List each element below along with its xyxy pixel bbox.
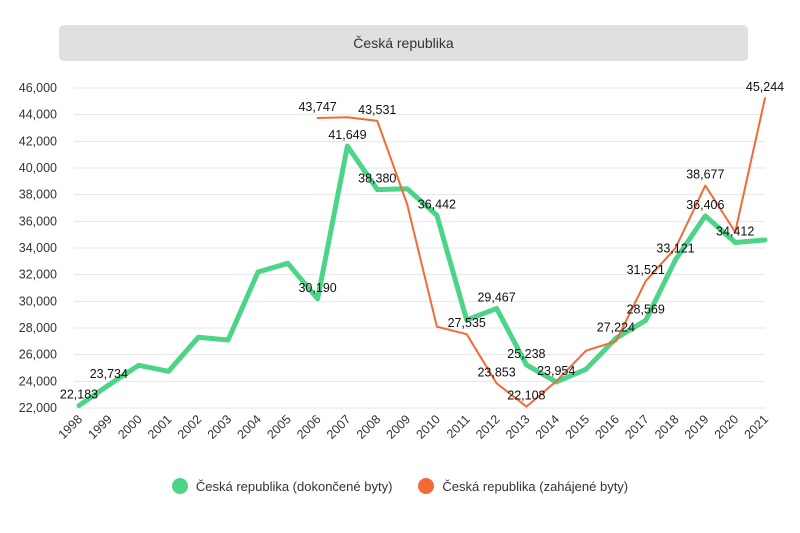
series-line-completed: [76, 143, 768, 409]
x-tick-label: 2016: [592, 412, 622, 442]
data-label-started: 27,535: [448, 316, 486, 330]
chart-title: Česká republika: [59, 25, 748, 61]
x-tick-label: 2005: [264, 412, 294, 442]
data-label-started: 45,244: [746, 80, 784, 94]
legend-swatch-completed: [171, 478, 188, 494]
x-tick-label: 2019: [682, 412, 712, 442]
data-label-completed: 36,406: [686, 198, 724, 212]
legend-item-completed[interactable]: Česká republika (dokončené byty): [171, 478, 393, 494]
data-label-started: 22,108: [507, 389, 545, 403]
y-tick-label: 38,000: [19, 188, 57, 202]
x-tick-label: 2002: [175, 412, 205, 442]
x-tick-label: 2020: [712, 412, 742, 442]
x-tick-label: 1998: [56, 412, 86, 442]
y-tick-label: 44,000: [19, 108, 57, 122]
y-tick-label: 42,000: [19, 134, 57, 148]
y-tick-label: 30,000: [19, 294, 57, 308]
data-label-completed: 41,649: [328, 128, 366, 142]
x-tick-label: 2021: [742, 412, 772, 442]
x-tick-label: 2014: [533, 412, 563, 442]
y-tick-label: 22,000: [19, 401, 57, 415]
data-label-completed: 33,121: [656, 242, 694, 256]
data-label-completed: 38,380: [358, 172, 396, 186]
data-label-completed: 30,190: [298, 281, 336, 295]
y-tick-label: 24,000: [19, 374, 57, 388]
y-tick-label: 28,000: [19, 321, 57, 335]
data-label-completed: 23,954: [537, 364, 575, 378]
x-tick-label: 2013: [503, 412, 533, 442]
y-tick-label: 46,000: [19, 81, 57, 95]
x-tick-label: 2007: [324, 412, 354, 442]
data-label-completed: 23,734: [90, 367, 128, 381]
data-label-completed: 22,183: [60, 388, 98, 402]
x-tick-label: 1999: [85, 412, 115, 442]
legend-item-started[interactable]: Česká republika (zahájené byty): [418, 478, 628, 494]
data-label-completed: 34,412: [716, 225, 754, 239]
x-tick-label: 2010: [413, 412, 443, 442]
x-tick-label: 2004: [235, 412, 265, 442]
x-tick-label: 2018: [652, 412, 682, 442]
x-tick-label: 2001: [145, 412, 175, 442]
data-label-started: 31,521: [627, 263, 665, 277]
y-tick-label: 40,000: [19, 161, 57, 175]
legend: Česká republika (dokončené byty) Česká r…: [0, 478, 800, 494]
x-tick-label: 2006: [294, 412, 324, 442]
x-tick-label: 2015: [563, 412, 593, 442]
data-label-started: 43,747: [298, 100, 336, 114]
series-line-started: [316, 97, 766, 408]
x-tick-label: 2003: [205, 412, 235, 442]
data-label-started: 38,677: [686, 168, 724, 182]
data-label-started: 23,853: [477, 365, 515, 379]
x-tick-label: 2012: [473, 412, 503, 442]
x-tick-label: 2011: [444, 412, 473, 441]
y-tick-label: 36,000: [19, 214, 57, 228]
y-tick-label: 32,000: [19, 268, 57, 282]
x-tick-label: 2017: [622, 412, 652, 442]
x-tick-label: 2008: [354, 412, 384, 442]
data-label-started: 43,531: [358, 103, 396, 117]
legend-swatch-started: [418, 478, 435, 494]
data-label-completed: 29,467: [477, 290, 515, 304]
data-label-completed: 28,569: [627, 302, 665, 316]
y-tick-label: 34,000: [19, 241, 57, 255]
data-label-completed: 36,442: [418, 197, 456, 211]
x-tick-label: 2009: [384, 412, 414, 442]
data-label-completed: 25,238: [507, 347, 545, 361]
legend-label-completed: Česká republika (dokončené byty): [195, 478, 393, 494]
data-label-completed: 27,224: [597, 320, 635, 334]
x-tick-label: 2000: [115, 412, 145, 442]
legend-label-started: Česká republika (zahájené byty): [442, 478, 629, 494]
y-tick-label: 26,000: [19, 348, 57, 362]
